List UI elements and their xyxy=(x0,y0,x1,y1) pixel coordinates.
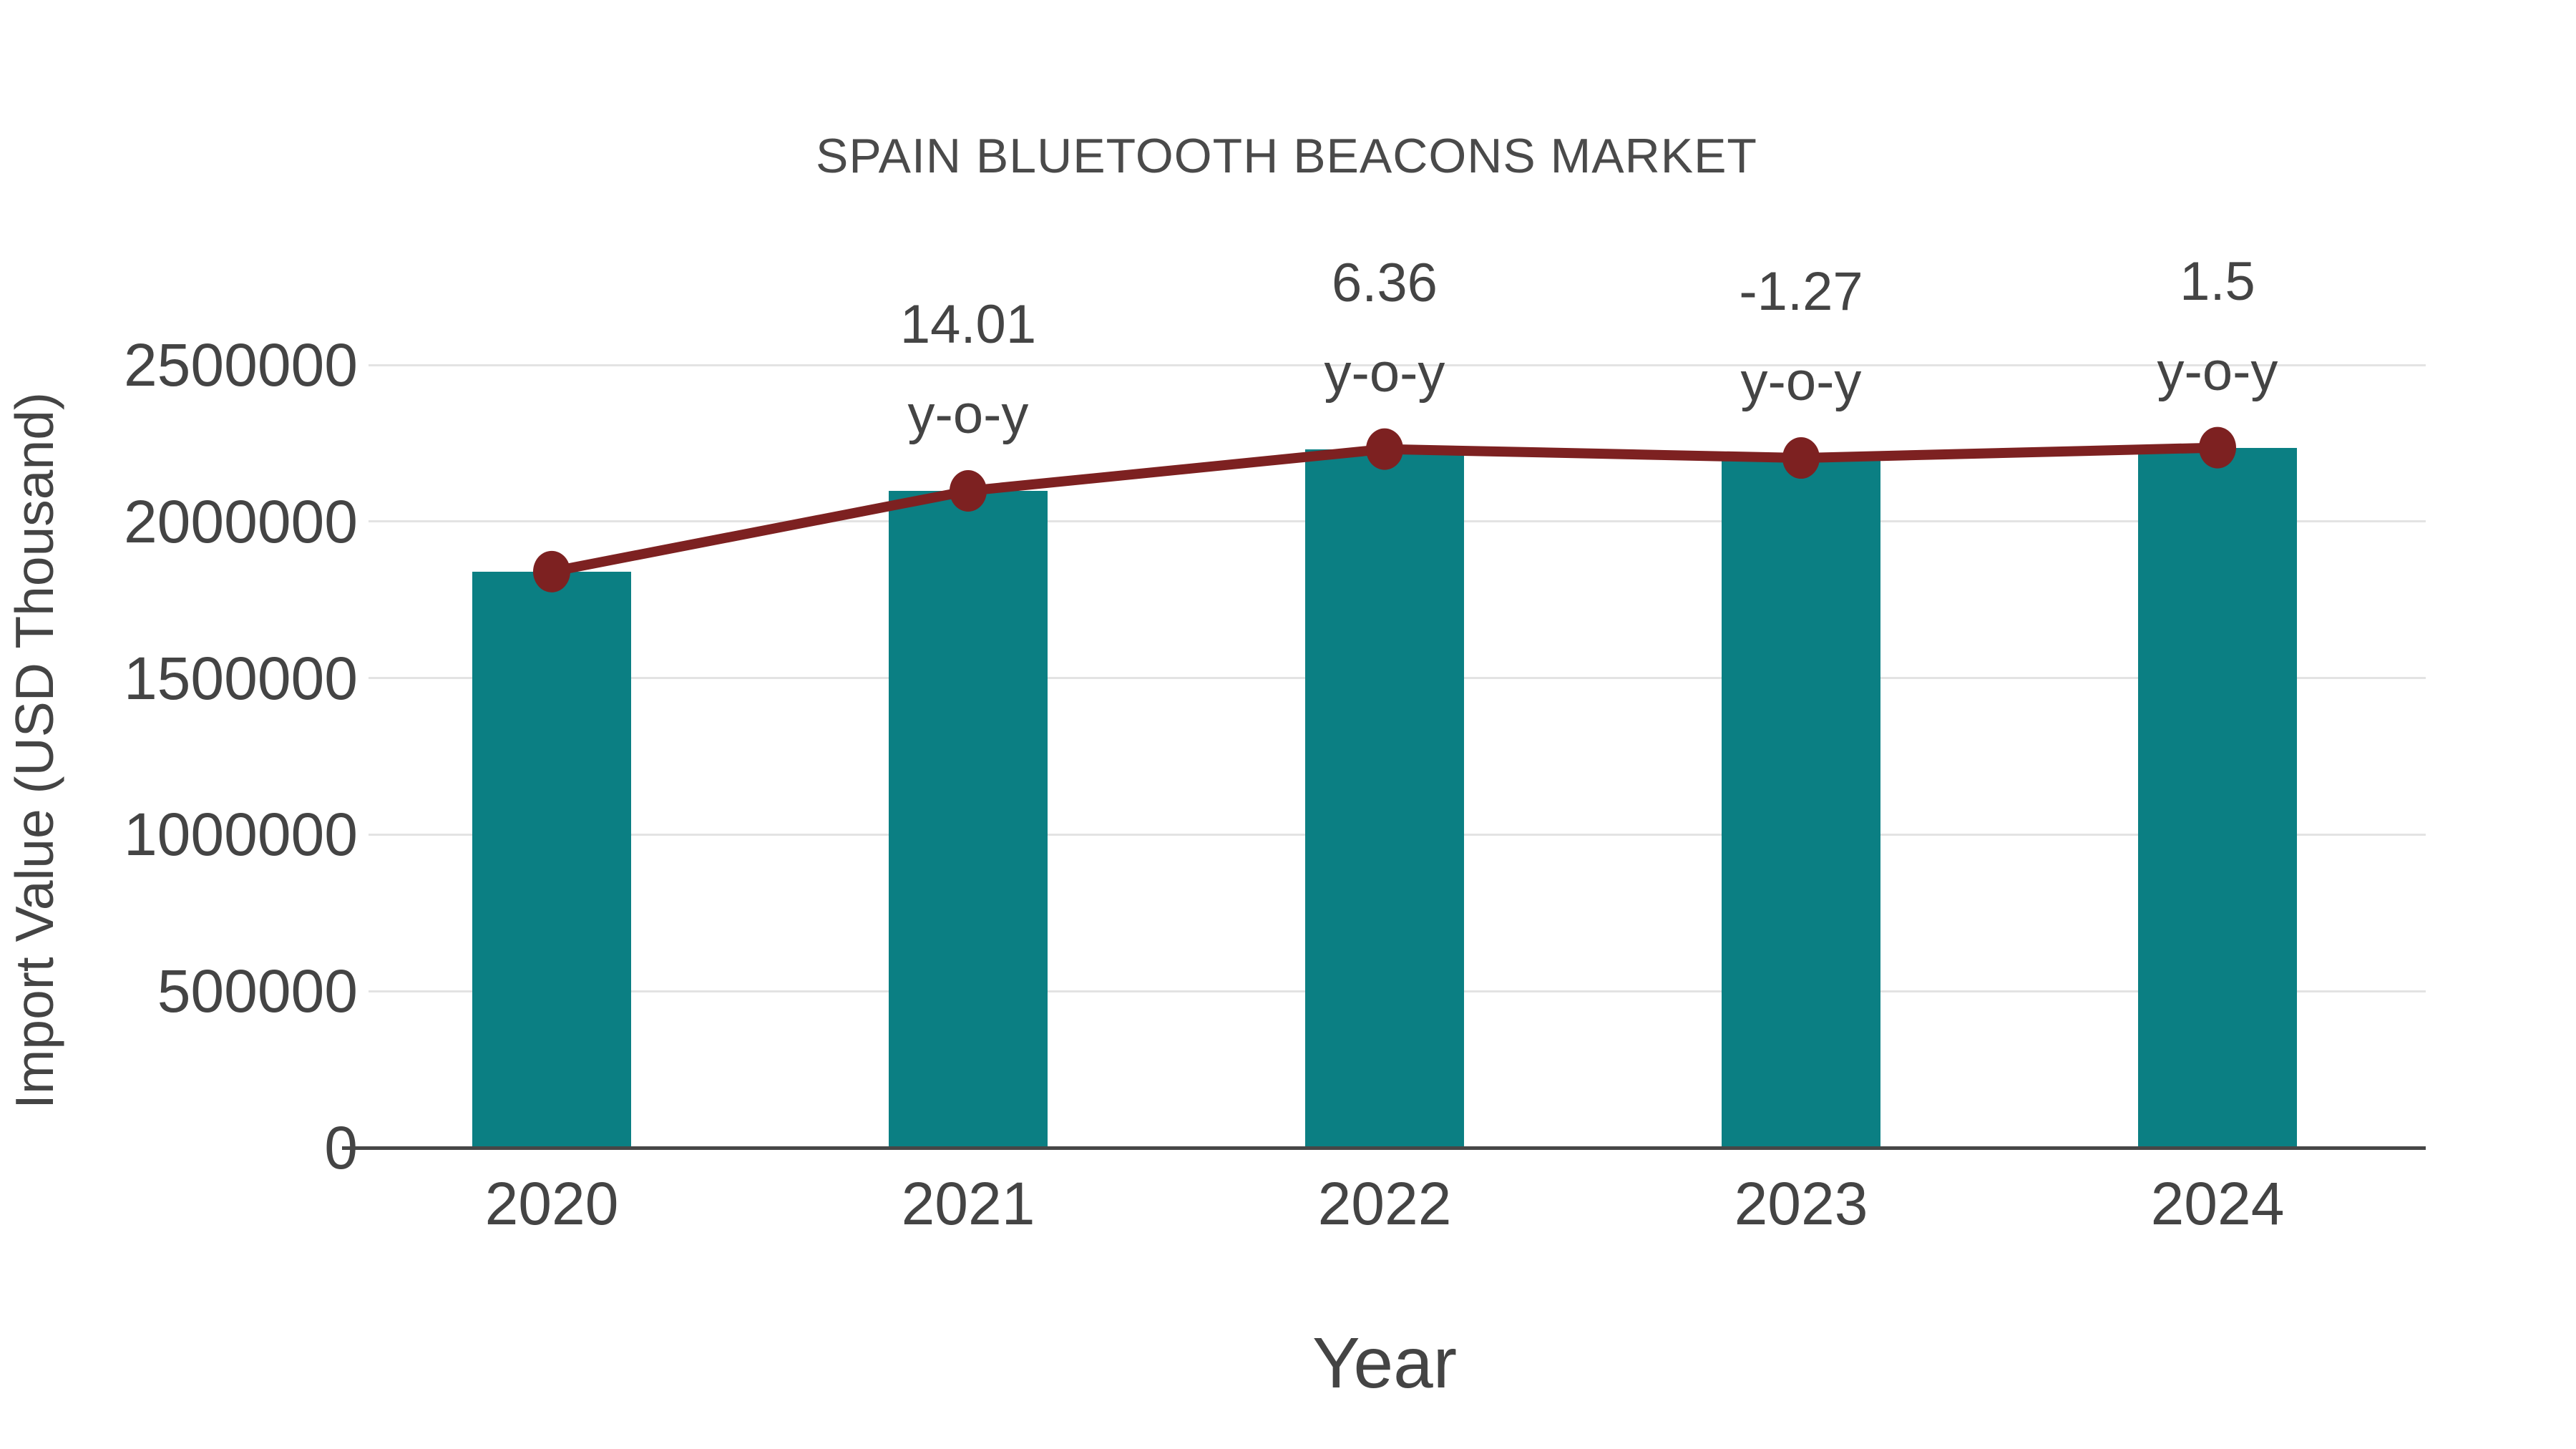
bar-2024 xyxy=(2138,447,2297,1148)
bar-2023 xyxy=(1722,458,1880,1148)
yoy-sublabel-2023: y-o-y xyxy=(1740,351,1862,413)
yoy-sublabel-2021: y-o-y xyxy=(907,384,1029,445)
yoy-value-2021: 14.01 xyxy=(899,294,1037,355)
x-axis-title: Year xyxy=(1312,1323,1458,1403)
yoy-sublabel-2022: y-o-y xyxy=(1324,342,1445,404)
x-tick-label-2023: 2023 xyxy=(1734,1170,1868,1237)
x-axis-line xyxy=(342,1146,2426,1150)
chart-title: SPAIN BLUETOOTH BEACONS MARKET xyxy=(816,129,1757,183)
yoy-value-2023: -1.27 xyxy=(1739,261,1863,323)
y-tick-label-1000000: 1000000 xyxy=(123,801,358,869)
gridline-2500000 xyxy=(369,364,2426,366)
bar-2020 xyxy=(472,571,631,1148)
y-tick-label-0: 0 xyxy=(324,1114,358,1181)
yoy-sublabel-2024: y-o-y xyxy=(2157,341,2278,402)
x-tick-label-2021: 2021 xyxy=(901,1170,1035,1237)
x-tick-label-2020: 2020 xyxy=(484,1170,619,1237)
y-tick-label-500000: 500000 xyxy=(157,957,358,1025)
x-tick-label-2024: 2024 xyxy=(2150,1170,2285,1237)
y-tick-label-2500000: 2500000 xyxy=(123,331,358,399)
bar-2022 xyxy=(1305,449,1464,1148)
y-tick-label-1500000: 1500000 xyxy=(123,644,358,712)
yoy-value-2022: 6.36 xyxy=(1332,252,1438,313)
yoy-value-2024: 1.5 xyxy=(2180,250,2255,312)
bar-2021 xyxy=(889,491,1048,1148)
y-tick-label-2000000: 2000000 xyxy=(123,487,358,555)
x-tick-label-2022: 2022 xyxy=(1317,1170,1452,1237)
